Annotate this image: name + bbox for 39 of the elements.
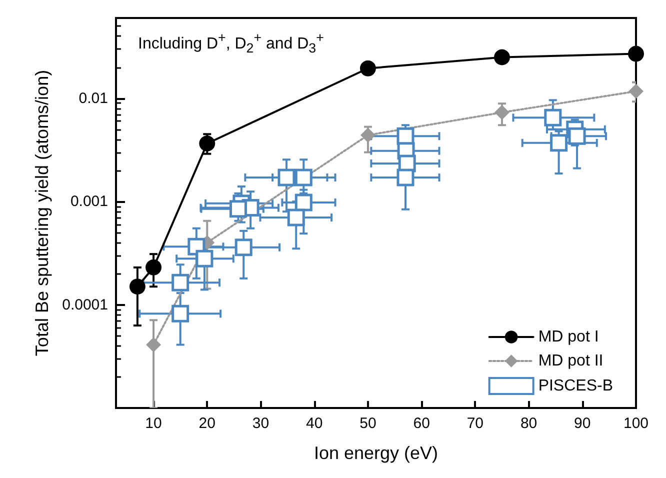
point [628,46,644,62]
legend-label: MD pot I [538,328,599,346]
x-tick-label: 80 [520,415,538,432]
point [146,337,162,352]
point [199,136,216,152]
x-tick-label: 100 [623,415,649,432]
point [196,250,214,268]
legend-label: PISCES-B [538,378,613,394]
point [294,194,312,212]
point [494,49,510,66]
y-axis-title: Total Be sputtering yield (atoms/ion) [32,70,52,356]
point [628,84,644,99]
y-tick-label: 0.001 [70,193,108,210]
point [129,278,146,295]
x-tick-label: 20 [198,415,216,432]
point [146,259,162,276]
point [234,238,252,256]
point [360,60,376,76]
x-tick-label: 90 [574,415,591,432]
point [278,168,296,186]
point [172,304,190,322]
x-tick-label: 40 [306,415,323,432]
x-axis-title: Ion energy (eV) [314,443,438,463]
point [396,168,414,186]
point [287,208,305,226]
point [294,168,312,186]
y-tick-label: 0.01 [78,90,108,107]
y-tick-label: 0.0001 [62,296,108,314]
point [544,108,562,126]
x-tick-label: 30 [252,415,270,432]
x-tick-label: 70 [466,415,484,432]
legend-label: MD pot II [538,352,604,370]
x-tick-label: 60 [413,415,430,432]
x-tick-label: 50 [360,415,376,432]
x-tick-label: 10 [145,415,162,432]
point [550,134,568,152]
point [172,274,190,292]
point [229,200,247,218]
point [568,127,586,145]
